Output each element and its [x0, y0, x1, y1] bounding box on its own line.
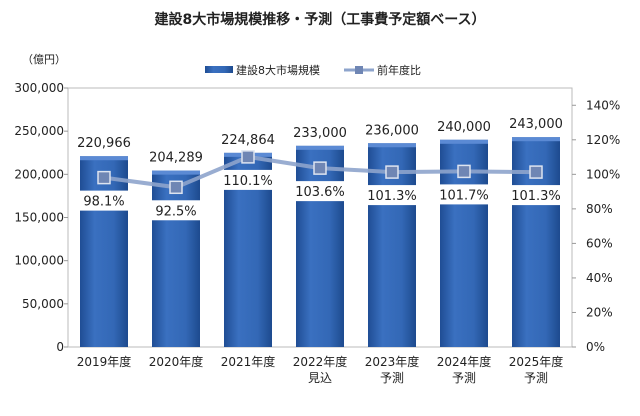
x-tick-label: 2022年度 [293, 354, 348, 369]
y2-tick-label: 140% [586, 98, 620, 112]
y-tick-label: 300,000 [14, 81, 64, 95]
y-axis-label: （億円） [22, 53, 66, 66]
bar [80, 156, 128, 347]
bar-top-highlight [80, 156, 128, 161]
x-tick-label: 2024年度 [437, 354, 492, 369]
ratio-marker [241, 150, 255, 164]
bar-top-highlight [152, 170, 200, 175]
pct-label-bg [290, 181, 350, 202]
bar-value-label: 233,000 [293, 126, 347, 141]
y2-tick-label: 80% [586, 202, 613, 216]
x-tick-label: 2025年度 [509, 354, 564, 369]
ratio-marker [385, 165, 399, 179]
pct-label: 98.1% [83, 195, 124, 210]
y-tick-label: 250,000 [14, 124, 64, 138]
pct-label: 101.3% [367, 189, 417, 204]
pct-label-bg [434, 184, 494, 205]
x-tick-label: 予測 [380, 371, 404, 385]
x-tick-label: 予測 [452, 371, 476, 385]
y-tick-label: 0 [56, 340, 64, 354]
bar-top-highlight [368, 143, 416, 148]
legend: 建設8大市場規模 前年度比 [205, 63, 421, 77]
ratio-marker [529, 165, 543, 179]
bar-top-highlight [296, 145, 344, 150]
x-tick-label: 見込 [308, 371, 332, 385]
pct-label: 110.1% [223, 174, 273, 189]
legend-bar-label: 建設8大市場規模 [236, 63, 320, 77]
bar-value-label: 220,966 [77, 136, 131, 151]
x-tick-label: 予測 [524, 371, 548, 385]
pct-label: 92.5% [155, 204, 196, 219]
y-tick-label: 200,000 [14, 167, 64, 181]
bar-value-label: 224,864 [221, 133, 275, 148]
x-tick-label: 2021年度 [221, 354, 276, 369]
y-tick-label: 50,000 [22, 297, 64, 311]
bar-value-label: 236,000 [365, 123, 419, 138]
pct-label: 101.3% [511, 189, 561, 204]
ratio-marker [457, 164, 471, 179]
chart-title: 建設8大市場規模推移・予測（工事費予定額ベース） [154, 11, 485, 28]
pct-label-bg [146, 200, 206, 221]
pct-label-bg [74, 190, 134, 211]
y2-tick-label: 20% [586, 305, 613, 319]
y2-tick-label: 0% [586, 340, 605, 354]
legend-line-label: 前年度比 [377, 63, 421, 77]
y-tick-label: 150,000 [14, 211, 64, 225]
x-tick-label: 2019年度 [77, 354, 132, 369]
legend-bar-swatch [205, 66, 233, 73]
bar-value-label: 243,000 [509, 117, 563, 132]
bar-top-highlight [512, 137, 560, 142]
pct-label-bg [362, 185, 422, 206]
bar-value-label: 240,000 [437, 120, 491, 135]
y2-tick-label: 120% [586, 133, 620, 147]
legend-line-marker [355, 66, 363, 74]
x-tick-label: 2020年度 [149, 354, 204, 369]
x-tick-label: 2023年度 [365, 354, 420, 369]
pct-label-bg [506, 185, 566, 206]
pct-label: 103.6% [295, 185, 345, 200]
pct-label-bg [218, 169, 278, 190]
y2-tick-label: 60% [586, 236, 613, 250]
y2-tick-label: 40% [586, 271, 613, 285]
ratio-marker [97, 170, 111, 185]
pct-label: 101.7% [439, 188, 489, 203]
bar-top-highlight [440, 139, 488, 144]
y-tick-label: 100,000 [14, 254, 64, 268]
bar [152, 170, 200, 347]
y2-tick-label: 100% [586, 167, 620, 181]
ratio-marker [169, 180, 183, 195]
ratio-marker [313, 161, 327, 175]
bar-value-label: 204,289 [149, 151, 203, 166]
bar [296, 145, 344, 347]
